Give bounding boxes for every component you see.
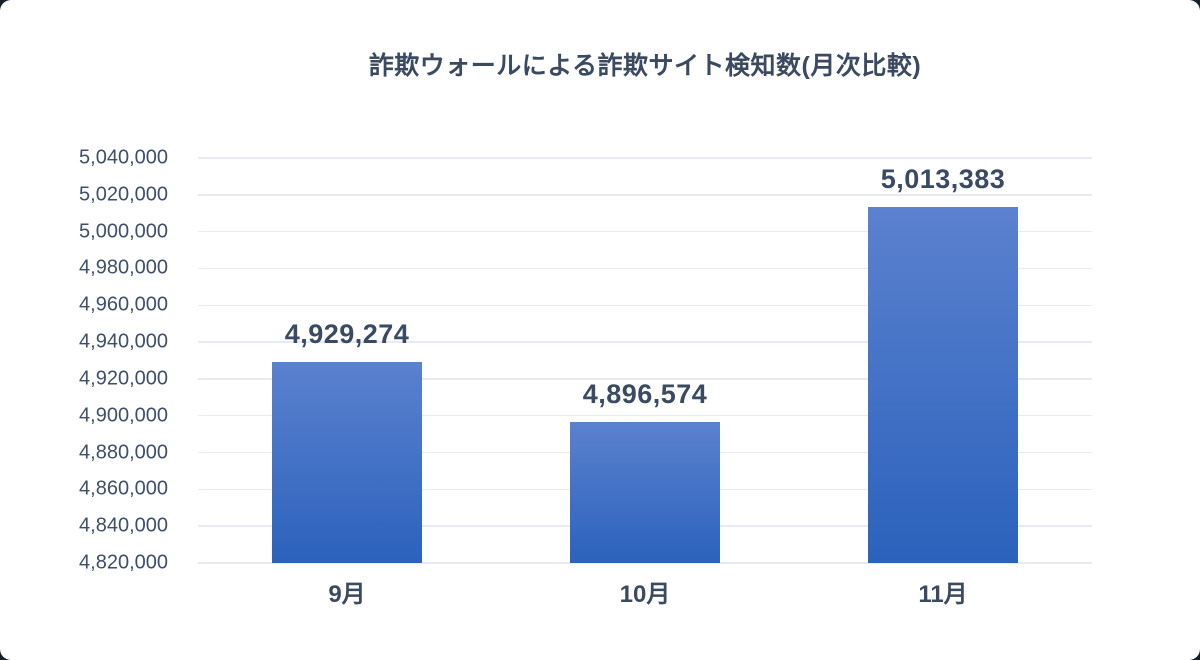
bar-value-label: 4,896,574 xyxy=(582,379,708,410)
x-tick-label: 9月 xyxy=(328,581,366,608)
gridline xyxy=(198,267,1092,270)
plot-area: 4,929,274 4,896,574 5,013,383 xyxy=(198,157,1092,564)
y-tick-label: 5,000,000 xyxy=(79,220,168,243)
gridline xyxy=(198,341,1092,343)
y-tick-label: 4,980,000 xyxy=(79,256,168,279)
x-axis: 9月 10月 11月 xyxy=(198,572,1092,612)
gridline xyxy=(198,157,1092,159)
x-tick-label: 11月 xyxy=(918,581,968,608)
y-tick-label: 4,900,000 xyxy=(79,404,168,427)
y-tick-label: 5,020,000 xyxy=(79,183,168,206)
gridline xyxy=(198,230,1092,233)
x-tick-label: 10月 xyxy=(619,581,671,608)
gridline xyxy=(198,378,1092,380)
gridline xyxy=(198,194,1092,196)
bar xyxy=(868,207,1018,563)
gridline xyxy=(198,562,1092,564)
gridline xyxy=(198,414,1092,417)
chart-title: 詐欺ウォールによる詐欺サイト検知数(月次比較) xyxy=(368,52,922,80)
y-tick-label: 4,920,000 xyxy=(79,367,168,390)
y-tick-label: 4,880,000 xyxy=(79,441,168,464)
bar-value-label: 4,929,274 xyxy=(284,318,410,349)
y-tick-label: 4,860,000 xyxy=(79,477,168,500)
y-tick-label: 4,960,000 xyxy=(79,293,168,316)
bar-value-label: 5,013,383 xyxy=(880,164,1006,194)
gridline xyxy=(198,304,1092,307)
y-tick-label: 5,040,000 xyxy=(79,146,168,169)
y-tick-label: 4,940,000 xyxy=(79,330,168,353)
bar xyxy=(570,422,720,563)
y-tick-label: 4,820,000 xyxy=(79,551,168,574)
bar xyxy=(272,361,422,563)
y-tick-label: 4,840,000 xyxy=(79,514,168,537)
y-axis: 5,040,000 5,020,000 5,000,000 4,980,000 4,96… xyxy=(0,147,168,574)
